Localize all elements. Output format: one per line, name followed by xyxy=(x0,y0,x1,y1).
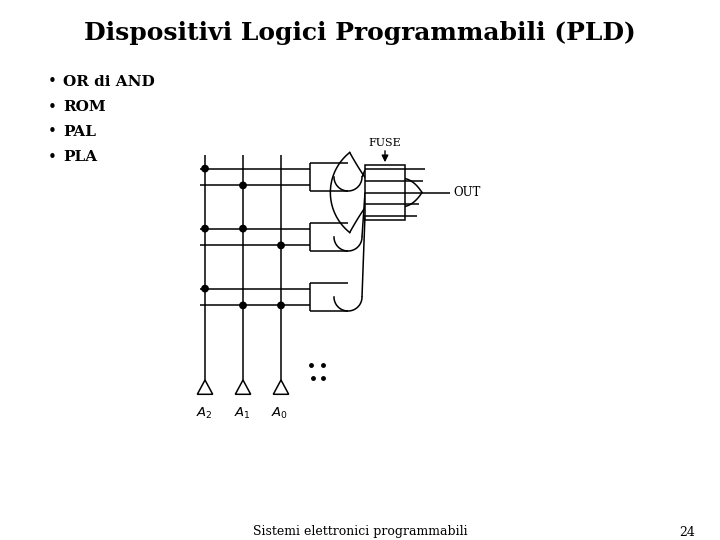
Text: •: • xyxy=(48,75,56,90)
Text: •: • xyxy=(48,150,56,165)
Circle shape xyxy=(202,225,208,232)
Circle shape xyxy=(278,302,284,308)
Text: •: • xyxy=(48,125,56,139)
Bar xyxy=(365,165,405,220)
Text: PAL: PAL xyxy=(63,125,96,139)
Text: $A_0$: $A_0$ xyxy=(271,406,289,421)
Text: OUT: OUT xyxy=(453,186,480,199)
Circle shape xyxy=(278,242,284,248)
Text: $A_1$: $A_1$ xyxy=(233,406,251,421)
Text: Sistemi elettronici programmabili: Sistemi elettronici programmabili xyxy=(253,525,467,538)
Text: •: • xyxy=(48,99,56,114)
Text: ROM: ROM xyxy=(63,100,106,114)
Circle shape xyxy=(202,286,208,292)
Circle shape xyxy=(240,225,246,232)
Text: OR di AND: OR di AND xyxy=(63,75,155,89)
Circle shape xyxy=(240,302,246,308)
Text: PLA: PLA xyxy=(63,150,97,164)
Text: FUSE: FUSE xyxy=(369,138,401,148)
Text: $A_2$: $A_2$ xyxy=(196,406,212,421)
Circle shape xyxy=(202,165,208,172)
Circle shape xyxy=(240,182,246,188)
Text: 24: 24 xyxy=(679,525,695,538)
Text: Dispositivi Logici Programmabili (PLD): Dispositivi Logici Programmabili (PLD) xyxy=(84,21,636,45)
